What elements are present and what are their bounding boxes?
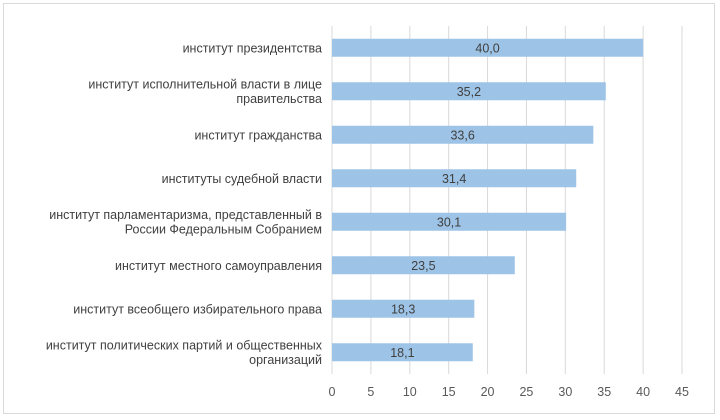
category-label: институт местного самоуправления [115,259,322,273]
category-label: институт политических партий и обществен… [46,339,323,353]
x-tick-label: 0 [329,385,336,399]
chart-container: 40,0 институт президентства 35,2 институт и… [3,3,715,414]
category-label: правительства [236,92,322,106]
x-tick-label: 20 [481,385,495,399]
category-label: организаций [249,353,322,367]
x-tick-label: 10 [403,385,417,399]
bar [332,82,606,101]
data-label: 30,1 [437,215,461,229]
bar [332,125,594,144]
data-label: 18,3 [391,302,415,316]
category-label: институт президентства [183,41,322,55]
bar [332,256,515,275]
bar [332,212,567,231]
category-label: институт исполнительной власти в лице [88,78,322,92]
data-label: 40,0 [475,41,499,55]
data-label: 31,4 [442,172,466,186]
x-tick-label: 35 [597,385,611,399]
category-label: России Федеральным Собранием [125,223,322,237]
data-label: 35,2 [457,85,481,99]
data-label: 18,1 [390,346,414,360]
data-label: 23,5 [411,259,435,273]
bar-chart: 40,0 институт президентства 35,2 институт и… [46,26,689,399]
category-label: институт всеобщего избирательного права [73,302,322,316]
category-label: институт гражданства [194,128,322,142]
data-label: 33,6 [450,128,474,142]
x-tick-label: 40 [636,385,650,399]
bar [332,343,473,362]
bar [332,169,577,188]
category-label: институт парламентаризма, представленный… [49,208,322,222]
category-label: институты судебной власти [162,172,322,186]
x-tick-label: 30 [558,385,572,399]
x-tick-label: 15 [442,385,456,399]
x-tick-label: 45 [675,385,689,399]
x-tick-label: 5 [367,385,374,399]
bar [332,299,475,318]
bar [332,38,644,57]
x-tick-label: 25 [519,385,533,399]
